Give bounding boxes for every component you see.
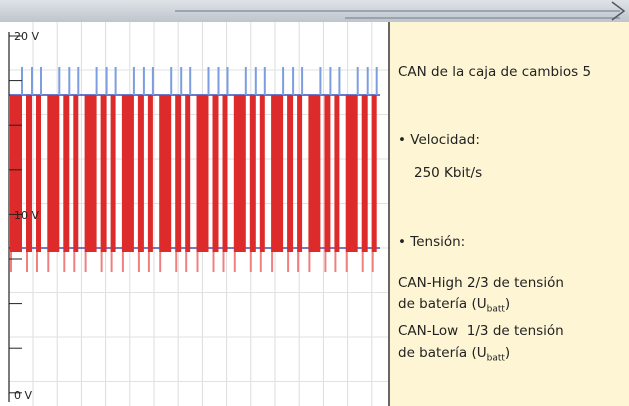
red-pulse <box>159 95 171 252</box>
info-panel: CAN de la caja de cambios 5 • Velocidad:… <box>388 22 629 406</box>
axis-label: 20 V <box>14 30 39 43</box>
red-pulse <box>175 95 181 252</box>
red-pulse <box>26 95 32 252</box>
low-line: de batería (Ubatt) <box>398 345 510 364</box>
red-pulse <box>148 95 153 252</box>
red-pulse <box>47 95 59 252</box>
text: ) <box>505 296 510 312</box>
red-pulse <box>308 95 320 252</box>
red-pulse <box>362 95 368 252</box>
red-pulse <box>138 95 144 252</box>
red-pulse <box>234 95 246 252</box>
red-pulse <box>324 95 330 252</box>
high-line: CAN-High 2/3 de tensión <box>398 275 564 291</box>
top-bar <box>0 0 629 22</box>
speed-value: 250 Kbit/s <box>414 165 482 181</box>
text: de batería (U <box>398 345 487 361</box>
low-line: CAN-Low 1/3 de tensión <box>398 323 564 339</box>
red-pulse <box>223 95 228 252</box>
red-pulse <box>197 95 209 252</box>
red-pulse <box>260 95 265 252</box>
red-pulse <box>213 95 219 252</box>
red-pulse <box>85 95 97 252</box>
red-pulse <box>122 95 134 252</box>
oscilloscope: 20 V 10 V 0 V <box>0 22 388 406</box>
red-pulse <box>10 95 22 252</box>
red-pulse <box>111 95 116 252</box>
red-pulse <box>346 95 358 252</box>
red-pulse <box>287 95 293 252</box>
axis-label: 0 V <box>14 389 32 402</box>
red-pulse <box>334 95 339 252</box>
panel-title: CAN de la caja de cambios 5 <box>398 64 591 80</box>
red-pulse <box>185 95 190 252</box>
subscript: batt <box>487 354 505 364</box>
red-pulse <box>297 95 302 252</box>
red-pulse <box>250 95 256 252</box>
text: ) <box>505 345 510 361</box>
voltage-heading: • Tensión: <box>398 234 465 250</box>
red-pulse <box>271 95 283 252</box>
red-pulse <box>372 95 377 252</box>
red-pulse <box>73 95 78 252</box>
screen: 20 V 10 V 0 V CAN de la caja de cambios … <box>0 0 629 406</box>
subscript: batt <box>487 305 505 315</box>
high-line: de batería (Ubatt) <box>398 296 510 315</box>
axis-label: 10 V <box>14 209 39 222</box>
red-pulse <box>36 95 41 252</box>
red-pulse <box>63 95 69 252</box>
speed-heading: • Velocidad: <box>398 132 480 148</box>
text: de batería (U <box>398 296 487 312</box>
red-pulse <box>101 95 107 252</box>
